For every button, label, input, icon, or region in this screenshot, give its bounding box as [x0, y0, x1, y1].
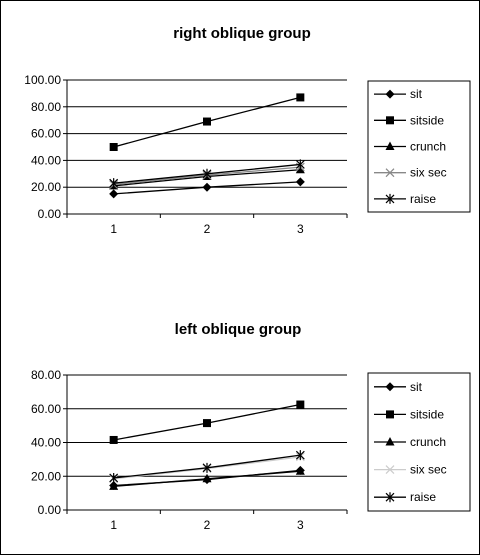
series-group [109, 400, 305, 491]
data-point [202, 473, 212, 483]
legend-marker [385, 492, 395, 503]
chart-right-oblique: right oblique group 0.00 20.00 40.00 60.00 8… [24, 25, 471, 236]
data-point [109, 178, 119, 189]
legend-marker [385, 465, 395, 475]
y-tick-label: 100.00 [24, 73, 61, 87]
data-point [203, 419, 211, 428]
data-point [109, 189, 119, 199]
data-point [202, 182, 212, 192]
legend-label: six sec [410, 463, 447, 477]
legend-label: six sec [410, 166, 447, 180]
y-tick-label: 40.00 [31, 436, 61, 450]
legend-label: sitside [410, 113, 444, 127]
legend-marker [385, 141, 395, 150]
x-tick-label: 1 [110, 518, 117, 532]
data-point [202, 462, 212, 473]
legend-item: raise [374, 192, 436, 206]
series-raise [109, 159, 305, 189]
legend-item: sitside [374, 407, 444, 421]
series-raise [109, 450, 305, 483]
legend: sit sitside crunch six sec raise [367, 372, 471, 512]
legend-item: sitside [374, 113, 444, 127]
legend-marker [385, 437, 395, 446]
legend-label: crunch [410, 140, 446, 154]
axes [63, 374, 348, 514]
y-tick-label: 0.00 [38, 503, 62, 517]
x-tick-labels: 1 2 3 [110, 518, 304, 532]
legend-label: sit [410, 87, 423, 101]
data-point [296, 93, 305, 102]
series-crunch [109, 466, 305, 490]
legend-item: raise [374, 490, 436, 504]
y-tick-label: 0.00 [38, 207, 62, 221]
x-tick-label: 2 [204, 518, 211, 532]
chart-left-oblique: left oblique group 0.00 20.00 40.00 60.00 80… [31, 321, 471, 532]
legend-label: sit [410, 380, 423, 394]
legend-marker [385, 89, 395, 99]
data-point [295, 466, 305, 475]
data-point [109, 435, 118, 444]
data-point [109, 143, 118, 151]
legend-label: sitside [410, 407, 444, 421]
series-sit [109, 177, 305, 199]
series-group [109, 93, 305, 199]
legend-item: six sec [374, 463, 447, 477]
data-point [296, 400, 305, 409]
data-point [203, 117, 211, 126]
y-tick-label: 20.00 [31, 180, 61, 194]
chart-title: left oblique group [175, 321, 302, 338]
legend-marker [386, 116, 394, 125]
legend-label: raise [410, 192, 436, 206]
y-tick-label: 80.00 [31, 100, 61, 114]
data-point [295, 159, 305, 170]
x-tick-label: 3 [297, 222, 304, 236]
x-tick-label: 1 [110, 222, 117, 236]
legend-marker [385, 382, 395, 392]
y-tick-label: 80.00 [31, 368, 61, 382]
data-point [295, 450, 305, 461]
legend-label: raise [410, 490, 436, 504]
legend-marker [386, 410, 394, 419]
legend-item: crunch [374, 435, 446, 449]
series-sitside [109, 400, 305, 444]
x-tick-label: 3 [297, 518, 304, 532]
data-point [109, 472, 119, 483]
legend: sit sitside crunch six sec raise [367, 80, 471, 213]
y-tick-label: 60.00 [31, 402, 61, 416]
x-tick-label: 2 [204, 222, 211, 236]
data-point [202, 168, 212, 179]
data-point [295, 177, 305, 187]
y-tick-labels: 0.00 20.00 40.00 60.00 80.00 [31, 368, 61, 517]
axes [63, 79, 348, 218]
legend-item: crunch [374, 140, 446, 154]
legend-item: six sec [374, 166, 447, 180]
y-tick-labels: 0.00 20.00 40.00 60.00 80.00 100.00 [24, 73, 61, 221]
y-tick-label: 60.00 [31, 127, 61, 141]
legend-item: sit [374, 87, 423, 101]
chart-title: right oblique group [173, 25, 310, 42]
y-tick-label: 20.00 [31, 469, 61, 483]
x-tick-labels: 1 2 3 [110, 222, 304, 236]
y-tick-label: 40.00 [31, 153, 61, 167]
legend-marker [385, 168, 395, 178]
legend-item: sit [374, 380, 423, 394]
data-point [109, 481, 119, 490]
series-sitside [109, 93, 305, 151]
legend-marker [385, 193, 395, 204]
legend-label: crunch [410, 435, 446, 449]
